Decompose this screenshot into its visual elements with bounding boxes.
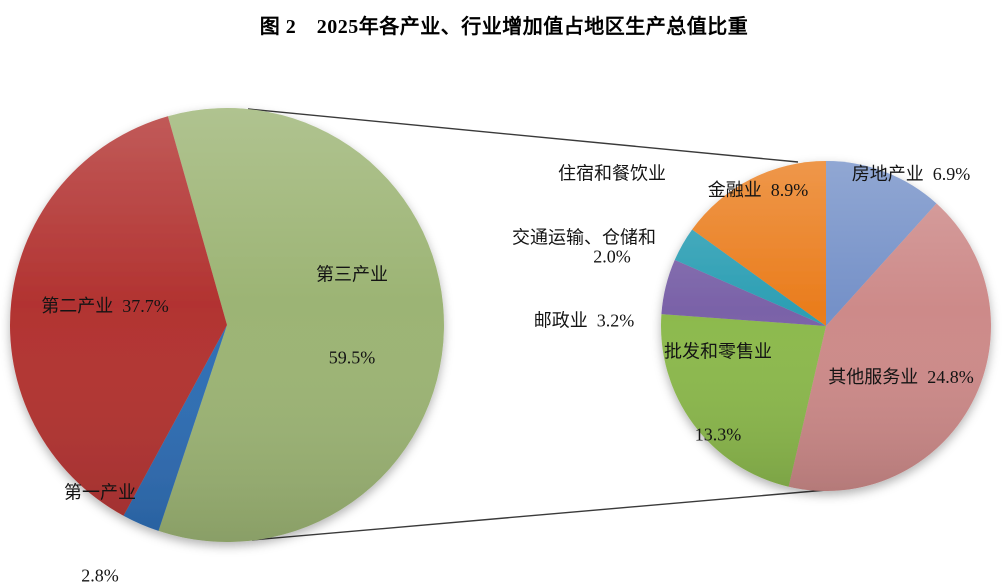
label-tertiary-industry-name: 第三产业 bbox=[316, 264, 388, 285]
label-tertiary-industry-value: 59.5% bbox=[328, 347, 376, 368]
secondary-pie-tertiary-breakdown bbox=[660, 161, 992, 492]
label-transport-line1: 交通运输、仓储和 bbox=[512, 227, 656, 248]
label-primary-industry-name: 第一产业 bbox=[64, 482, 136, 503]
label-lodging-catering-value: 2.0% bbox=[593, 246, 631, 267]
connector-line-top bbox=[247, 108, 799, 163]
label-other-services: 其他服务业 24.8% bbox=[828, 367, 974, 388]
label-lodging-catering-name: 住宿和餐饮业 bbox=[558, 163, 666, 184]
label-lodging-catering: 住宿和餐饮业 2.0% bbox=[558, 104, 666, 327]
label-finance: 金融业 8.9% bbox=[707, 180, 809, 201]
label-wholesale-retail: 批发和零售业 13.3% bbox=[664, 282, 772, 505]
label-primary-industry-value: 2.8% bbox=[81, 565, 119, 584]
label-transport-line2: 邮政业 3.2% bbox=[533, 310, 635, 331]
chart-title: 图 2 2025年各产业、行业增加值占地区生产总值比重 bbox=[259, 16, 749, 38]
label-wholesale-retail-name: 批发和零售业 bbox=[664, 341, 772, 362]
pie2-shading-overlay bbox=[661, 161, 991, 491]
pie1-shading-overlay bbox=[10, 108, 444, 542]
label-transport-storage-post: 交通运输、仓储和 邮政业 3.2% bbox=[512, 168, 656, 391]
connector-line-bottom bbox=[251, 488, 839, 541]
label-wholesale-retail-value: 13.3% bbox=[694, 424, 742, 445]
label-primary-industry: 第一产业 2.8% bbox=[64, 423, 136, 584]
label-real-estate: 房地产业 6.9% bbox=[851, 164, 971, 185]
label-tertiary-industry: 第三产业 59.5% bbox=[316, 205, 388, 428]
main-pie-industries bbox=[10, 108, 444, 543]
label-secondary-industry: 第二产业 37.7% bbox=[41, 296, 169, 317]
